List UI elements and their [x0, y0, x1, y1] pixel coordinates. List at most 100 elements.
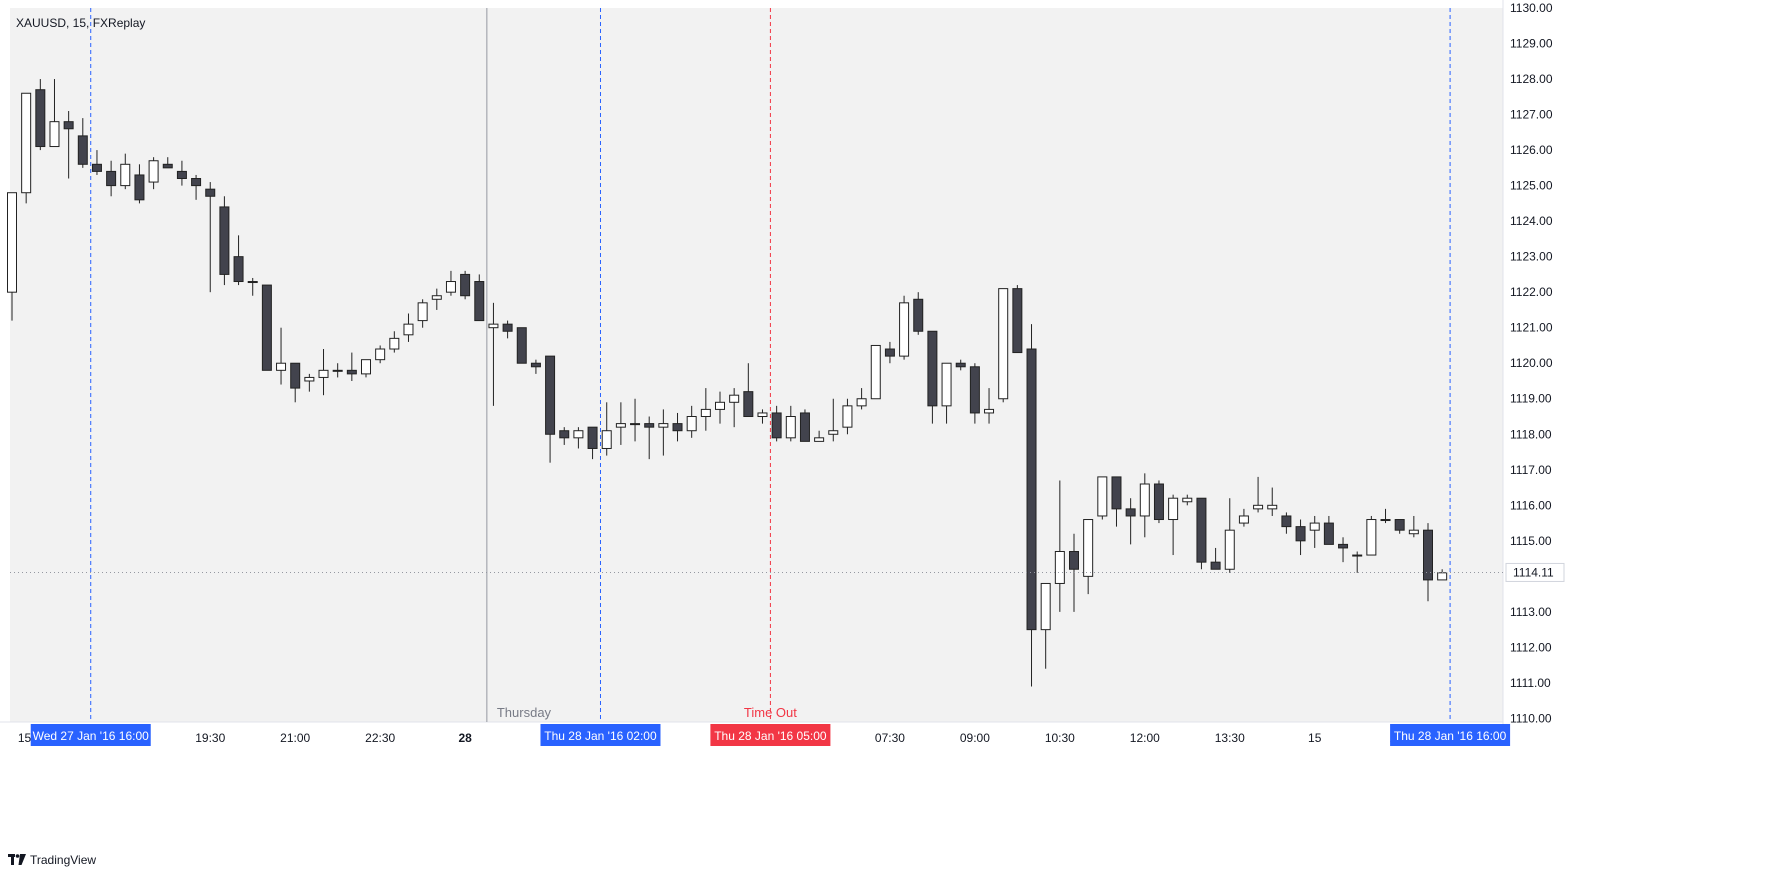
candle-body[interactable] — [502, 323, 513, 332]
candle-body[interactable] — [148, 160, 159, 183]
candle-body[interactable] — [488, 323, 499, 329]
candle-body[interactable] — [1111, 476, 1122, 510]
time-marker-badge[interactable] — [30, 724, 151, 746]
candle-body[interactable] — [1253, 504, 1264, 510]
candle-body[interactable] — [1153, 483, 1164, 521]
candle-body[interactable] — [261, 284, 272, 371]
candle-body[interactable] — [77, 135, 88, 165]
candle-body[interactable] — [1182, 497, 1193, 503]
candle-body[interactable] — [318, 369, 329, 378]
candle-body[interactable] — [1069, 550, 1079, 570]
candle-body[interactable] — [1423, 529, 1433, 581]
candle-body[interactable] — [1295, 526, 1306, 542]
candle-body[interactable] — [332, 369, 343, 372]
candle-body[interactable] — [672, 423, 683, 432]
candle-body[interactable] — [346, 369, 357, 375]
candle-body[interactable] — [870, 344, 881, 400]
candle-body[interactable] — [361, 359, 371, 375]
candle-body[interactable] — [530, 362, 541, 368]
candle-body[interactable] — [630, 423, 641, 426]
candle-body[interactable] — [1196, 497, 1207, 563]
candle-body[interactable] — [686, 416, 697, 432]
candle-body[interactable] — [417, 302, 428, 322]
candle-body[interactable] — [1366, 519, 1377, 556]
candle-body[interactable] — [49, 121, 60, 148]
candle-body[interactable] — [1352, 554, 1363, 557]
candle-body[interactable] — [1040, 582, 1051, 631]
candle-body[interactable] — [1281, 515, 1292, 528]
candle-body[interactable] — [913, 298, 924, 332]
candle-body[interactable] — [615, 423, 626, 428]
candle-body[interactable] — [7, 192, 17, 293]
candle-body[interactable] — [1224, 529, 1235, 570]
candle-body[interactable] — [545, 355, 556, 435]
candle-body[interactable] — [884, 348, 895, 357]
candle-body[interactable] — [445, 281, 456, 293]
candle-body[interactable] — [1394, 519, 1405, 531]
candle-body[interactable] — [120, 163, 131, 187]
candle-body[interactable] — [1083, 519, 1094, 577]
candle-body[interactable] — [998, 288, 1009, 400]
candle-body[interactable] — [1437, 572, 1448, 581]
candle-body[interactable] — [431, 295, 442, 300]
candle-body[interactable] — [559, 430, 570, 439]
candle-body[interactable] — [757, 412, 768, 418]
candle-body[interactable] — [1210, 561, 1221, 570]
time-marker-badge[interactable] — [710, 724, 831, 746]
candle-body[interactable] — [35, 89, 46, 148]
candle-body[interactable] — [1338, 543, 1349, 549]
candle-body[interactable] — [162, 163, 173, 169]
candle-body[interactable] — [176, 170, 187, 180]
candle-body[interactable] — [134, 174, 145, 201]
candle-body[interactable] — [899, 302, 910, 357]
time-marker-badge[interactable] — [540, 724, 661, 746]
candle-body[interactable] — [247, 281, 258, 284]
candle-body[interactable] — [63, 121, 74, 130]
candle-body[interactable] — [771, 412, 782, 439]
candle-body[interactable] — [516, 327, 527, 364]
candle-body[interactable] — [304, 376, 315, 382]
candle-body[interactable] — [785, 416, 796, 439]
candle-body[interactable] — [700, 408, 711, 418]
time-marker-badge[interactable] — [1390, 724, 1511, 746]
candle-body[interactable] — [290, 362, 301, 389]
candle-body[interactable] — [658, 423, 669, 428]
candle-body[interactable] — [191, 178, 202, 187]
candle-body[interactable] — [644, 423, 655, 428]
candle-body[interactable] — [927, 330, 938, 407]
candle-body[interactable] — [233, 256, 244, 283]
candle-body[interactable] — [1168, 497, 1179, 521]
candle-body[interactable] — [743, 391, 754, 418]
candle-body[interactable] — [1026, 348, 1037, 631]
candle-body[interactable] — [1139, 483, 1150, 517]
candle-body[interactable] — [856, 398, 867, 407]
candle-body[interactable] — [91, 163, 102, 172]
candle-body[interactable] — [715, 401, 725, 410]
candle-body[interactable] — [601, 430, 612, 449]
candle-body[interactable] — [219, 206, 230, 275]
candle-body[interactable] — [1097, 476, 1108, 517]
candle-body[interactable] — [814, 437, 825, 442]
candle-body[interactable] — [403, 323, 414, 336]
candle-body[interactable] — [1054, 550, 1065, 584]
candle-body[interactable] — [1012, 288, 1023, 354]
candle-body[interactable] — [375, 348, 386, 361]
candle-body[interactable] — [1238, 515, 1249, 524]
candle-body[interactable] — [276, 362, 287, 371]
candle-body[interactable] — [729, 394, 740, 403]
candle-body[interactable] — [842, 405, 853, 428]
candle-body[interactable] — [984, 408, 995, 414]
candle-body[interactable] — [1323, 522, 1334, 545]
candle-body[interactable] — [828, 430, 839, 435]
candle-body[interactable] — [389, 337, 400, 350]
candle-body[interactable] — [1125, 508, 1136, 517]
candle-body[interactable] — [587, 426, 598, 449]
candle-body[interactable] — [1380, 519, 1391, 522]
candle-body[interactable] — [969, 366, 980, 414]
candle-body[interactable] — [1408, 529, 1419, 535]
candle-body[interactable] — [573, 430, 584, 439]
candle-body[interactable] — [460, 273, 471, 297]
candle-body[interactable] — [941, 362, 952, 407]
candle-body[interactable] — [106, 170, 117, 187]
